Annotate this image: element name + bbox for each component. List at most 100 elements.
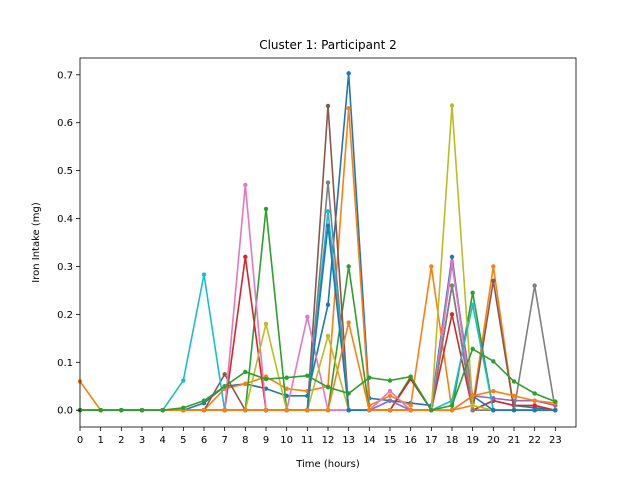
x-tick-label: 20	[487, 435, 500, 446]
data-point	[325, 180, 331, 185]
x-tick-label: 19	[466, 435, 479, 446]
data-point	[201, 408, 207, 413]
data-point	[387, 398, 393, 403]
data-point	[387, 378, 393, 383]
data-point	[305, 373, 310, 378]
x-tick-label: 7	[221, 435, 227, 446]
data-point	[511, 379, 517, 384]
x-tick-label: 5	[180, 435, 186, 446]
data-point	[119, 408, 124, 413]
data-point	[449, 259, 455, 264]
x-tick-label: 9	[263, 435, 269, 446]
data-point	[387, 393, 393, 399]
data-point	[491, 359, 496, 364]
data-point	[325, 302, 331, 307]
data-point	[325, 333, 331, 339]
x-tick-label: 16	[404, 435, 417, 446]
data-point	[346, 408, 351, 413]
data-point	[243, 182, 248, 188]
x-tick-label: 17	[425, 435, 438, 446]
data-point	[201, 398, 207, 403]
data-point	[470, 346, 475, 352]
data-point	[491, 396, 496, 401]
data-point	[449, 283, 455, 288]
data-point	[429, 264, 434, 269]
data-point	[243, 381, 248, 387]
data-point	[491, 278, 496, 284]
x-tick-label: 14	[363, 435, 376, 446]
data-point	[263, 321, 269, 327]
y-tick-label: 0.0	[57, 406, 73, 417]
data-point	[491, 264, 496, 269]
data-point	[346, 106, 351, 111]
y-tick-label: 0.7	[57, 70, 73, 81]
y-axis: 0.0 0.1 0.2 0.3 0.4 0.5 0.6 0.7	[57, 70, 80, 417]
data-point	[263, 376, 269, 382]
data-point	[305, 314, 310, 319]
chart-title: Cluster 1: Participant 2	[259, 38, 397, 52]
data-point	[532, 283, 537, 288]
data-point	[325, 408, 331, 413]
x-tick-label: 1	[97, 435, 103, 446]
data-point	[511, 393, 517, 399]
data-point	[470, 408, 475, 413]
data-point	[284, 408, 289, 413]
data-point	[346, 264, 351, 269]
data-point	[222, 384, 227, 389]
data-point	[325, 209, 331, 214]
x-tick-label: 12	[322, 435, 335, 446]
data-point	[511, 408, 517, 413]
data-point	[387, 388, 393, 394]
series-12	[77, 346, 558, 413]
y-tick-label: 0.6	[57, 118, 73, 129]
data-point	[387, 408, 393, 413]
data-point	[553, 399, 558, 404]
x-tick-label: 22	[528, 435, 541, 446]
data-point	[222, 408, 227, 413]
data-point	[532, 403, 537, 408]
data-point	[139, 408, 145, 413]
data-point	[346, 71, 351, 76]
data-point	[553, 408, 558, 413]
plot-area	[77, 57, 577, 428]
series-line	[80, 348, 556, 412]
plot-background	[80, 58, 576, 427]
data-point	[181, 405, 186, 411]
y-tick-label: 0.4	[57, 214, 73, 225]
data-point	[98, 408, 103, 413]
data-point	[243, 408, 248, 413]
data-point	[284, 375, 289, 380]
data-point	[449, 254, 455, 260]
x-tick-label: 21	[508, 435, 521, 446]
data-point	[305, 408, 310, 413]
data-point	[346, 320, 351, 325]
data-point	[243, 254, 248, 260]
data-point	[284, 386, 289, 391]
data-point	[160, 408, 165, 413]
data-point	[470, 302, 475, 307]
data-point	[201, 272, 207, 277]
data-point	[263, 206, 269, 212]
x-tick-label: 6	[201, 435, 207, 446]
x-tick-label: 3	[139, 435, 145, 446]
data-point	[429, 408, 434, 413]
x-tick-label: 10	[280, 435, 293, 446]
data-point	[325, 103, 331, 109]
data-point	[367, 408, 372, 413]
y-tick-label: 0.2	[57, 310, 73, 321]
data-point	[367, 375, 372, 380]
data-point	[532, 391, 537, 396]
data-point	[449, 103, 455, 108]
data-point	[263, 408, 269, 413]
data-point	[532, 398, 537, 403]
data-point	[181, 378, 186, 383]
y-axis-label: Iron Intake (mg)	[31, 202, 42, 283]
x-axis-label: Time (hours)	[295, 459, 360, 470]
x-tick-label: 18	[446, 435, 459, 446]
data-point	[449, 403, 455, 408]
data-point	[449, 312, 455, 317]
data-point	[449, 408, 455, 413]
data-point	[470, 403, 475, 408]
data-point	[491, 388, 496, 394]
